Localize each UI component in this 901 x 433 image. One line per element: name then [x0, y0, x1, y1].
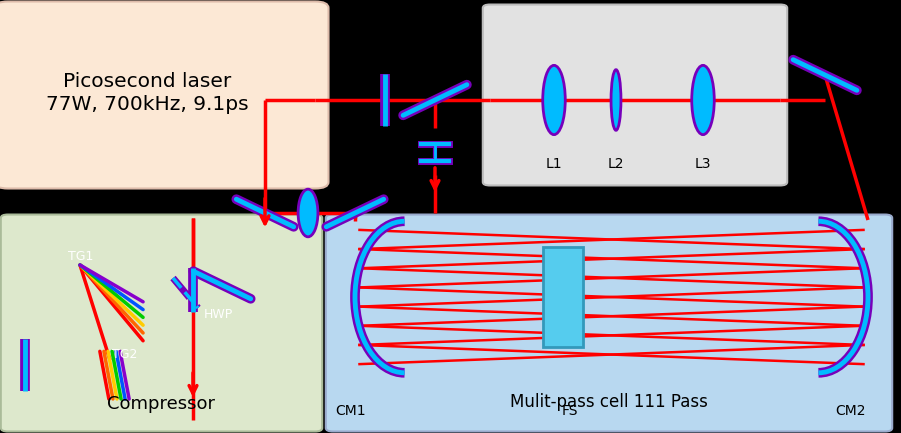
Text: Compressor: Compressor [107, 395, 215, 413]
Text: Picosecond laser
77W, 700kHz, 9.1ps: Picosecond laser 77W, 700kHz, 9.1ps [46, 72, 248, 114]
FancyBboxPatch shape [326, 214, 892, 431]
Text: Mulit-pass cell 111 Pass: Mulit-pass cell 111 Pass [510, 393, 708, 410]
Text: CM1: CM1 [336, 404, 367, 418]
Text: HWP: HWP [204, 308, 232, 321]
FancyBboxPatch shape [1, 214, 323, 431]
Ellipse shape [298, 189, 318, 237]
Text: TG2: TG2 [112, 348, 137, 361]
Bar [543, 247, 583, 347]
Text: FS: FS [561, 404, 578, 418]
Text: L2: L2 [608, 157, 624, 171]
Text: TG1: TG1 [68, 250, 94, 263]
Text: CM2: CM2 [835, 404, 866, 418]
Text: L3: L3 [695, 157, 711, 171]
FancyBboxPatch shape [483, 4, 787, 185]
Ellipse shape [611, 70, 621, 130]
FancyBboxPatch shape [0, 1, 329, 188]
Ellipse shape [692, 65, 714, 135]
Ellipse shape [542, 65, 565, 135]
Text: L1: L1 [546, 157, 562, 171]
